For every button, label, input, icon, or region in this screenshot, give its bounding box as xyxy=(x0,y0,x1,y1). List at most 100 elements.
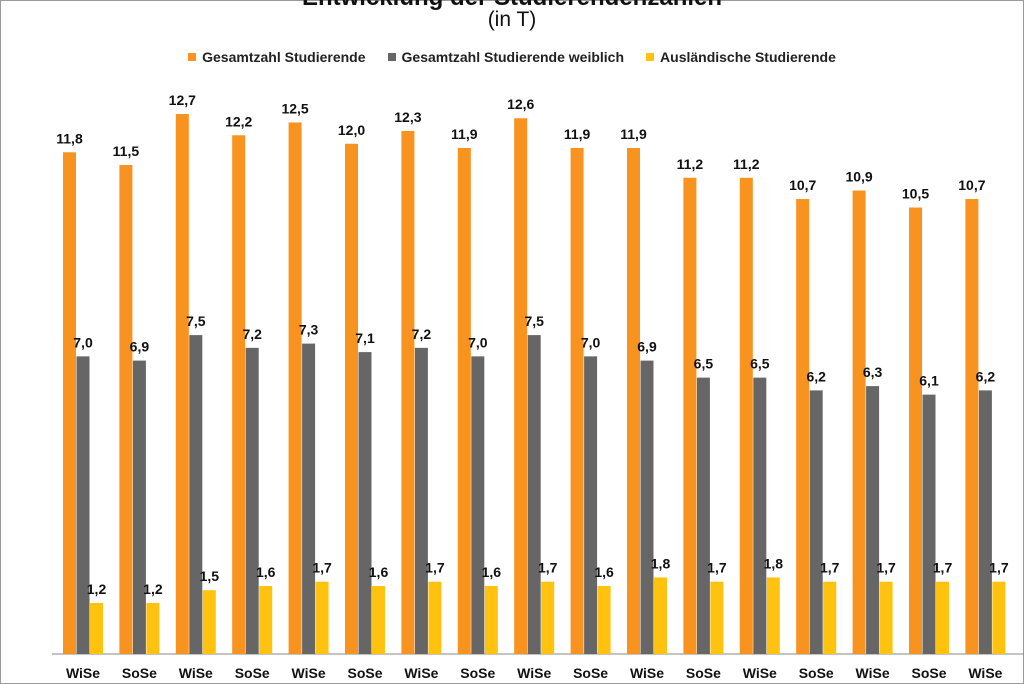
bar-female xyxy=(414,347,428,654)
data-label-total: 11,9 xyxy=(620,126,647,142)
legend-item-total: Gesamtzahl Studierende xyxy=(188,49,366,65)
bar-foreign xyxy=(146,602,160,654)
data-label-foreign: 1,7 xyxy=(538,560,558,576)
data-label-foreign: 1,6 xyxy=(369,564,389,580)
x-tick-label: SoSe xyxy=(911,665,946,681)
bar-foreign xyxy=(710,581,724,654)
bar-foreign xyxy=(879,581,893,654)
bar-female xyxy=(132,360,146,654)
bar-total xyxy=(852,190,866,655)
data-label-total: 12,2 xyxy=(225,113,252,129)
bar-total xyxy=(345,143,358,654)
x-tick-label: WiSe xyxy=(968,665,1002,681)
bar-female xyxy=(245,347,259,654)
data-label-female: 6,5 xyxy=(750,356,770,372)
bar-female xyxy=(584,356,598,654)
data-label-total: 10,9 xyxy=(845,169,872,185)
data-label-total: 11,9 xyxy=(451,126,478,142)
bar-female xyxy=(358,352,372,654)
data-label-foreign: 1,7 xyxy=(707,560,727,576)
bar-female xyxy=(471,356,485,654)
x-tick-label: SoSe xyxy=(235,665,270,681)
data-label-female: 7,0 xyxy=(581,334,601,350)
legend-label-foreign: Ausländische Studierende xyxy=(660,49,836,65)
data-label-female: 7,0 xyxy=(73,334,93,350)
legend-item-female: Gesamtzahl Studierende weiblich xyxy=(387,49,625,65)
x-tick-label: SoSe xyxy=(686,665,721,681)
bar-total xyxy=(288,122,302,654)
x-tick-label: WiSe xyxy=(66,665,100,681)
bar-female xyxy=(76,356,90,654)
legend-swatch-female xyxy=(387,53,396,61)
data-label-total: 11,8 xyxy=(56,130,83,146)
bar-total xyxy=(796,199,810,654)
bar-total xyxy=(909,207,922,655)
data-label-female: 7,3 xyxy=(299,322,319,338)
bar-total xyxy=(457,148,471,654)
bar-total xyxy=(119,165,133,654)
bar-total xyxy=(627,148,640,654)
bar-female xyxy=(809,390,823,654)
data-label-total: 10,7 xyxy=(958,177,985,193)
x-tick-label: WiSe xyxy=(856,665,890,681)
bar-female xyxy=(640,360,654,654)
bar-female xyxy=(696,377,710,654)
bar-total xyxy=(965,199,979,654)
x-tick-label: SoSe xyxy=(799,665,834,681)
bar-total xyxy=(514,118,528,655)
data-label-female: 6,5 xyxy=(694,356,714,372)
legend-swatch-foreign xyxy=(646,53,655,61)
data-label-female: 6,1 xyxy=(919,373,939,389)
x-tick-label: WiSe xyxy=(517,665,551,681)
data-label-female: 7,0 xyxy=(468,334,488,350)
bar-total xyxy=(739,177,753,654)
data-label-female: 7,2 xyxy=(242,326,262,342)
data-label-total: 12,3 xyxy=(394,109,421,125)
bar-foreign xyxy=(541,581,555,654)
legend: Gesamtzahl Studierende Gesamtzahl Studie… xyxy=(0,49,1024,65)
bar-female xyxy=(753,377,767,654)
data-label-total: 10,7 xyxy=(789,177,816,193)
legend-label-female: Gesamtzahl Studierende weiblich xyxy=(401,49,625,65)
data-label-female: 7,1 xyxy=(355,330,375,346)
x-tick-label: SoSe xyxy=(347,665,382,681)
bar-total xyxy=(683,177,697,654)
data-label-total: 10,5 xyxy=(902,186,929,202)
bar-female xyxy=(978,390,992,654)
bar-female xyxy=(922,394,936,654)
bar-total xyxy=(175,113,189,655)
x-tick-label: WiSe xyxy=(743,665,777,681)
legend-label-total: Gesamtzahl Studierende xyxy=(202,49,366,65)
bar-female xyxy=(527,335,541,654)
x-tick-label: WiSe xyxy=(292,665,326,681)
data-label-total: 11,2 xyxy=(733,156,760,172)
bar-female xyxy=(302,343,316,654)
data-label-foreign: 1,7 xyxy=(876,560,896,576)
chart-subtitle: (in T) xyxy=(487,8,537,31)
bar-foreign xyxy=(372,585,385,654)
x-tick-label: SoSe xyxy=(122,665,157,681)
data-label-foreign: 1,8 xyxy=(651,555,671,571)
data-label-foreign: 1,7 xyxy=(989,560,1009,576)
data-label-foreign: 1,7 xyxy=(820,560,840,576)
bar-foreign xyxy=(766,577,780,654)
bar-female xyxy=(866,386,880,654)
x-tick-label: SoSe xyxy=(573,665,608,681)
data-label-foreign: 1,7 xyxy=(425,560,445,576)
data-label-foreign: 1,6 xyxy=(482,564,502,580)
data-label-total: 11,9 xyxy=(564,126,591,142)
data-label-foreign: 1,6 xyxy=(594,564,614,580)
bar-foreign xyxy=(654,577,667,654)
x-tick-label: SoSe xyxy=(460,665,495,681)
data-label-total: 11,2 xyxy=(677,156,704,172)
x-tick-label: WiSe xyxy=(179,665,213,681)
legend-swatch-total xyxy=(188,53,197,61)
data-label-female: 7,5 xyxy=(186,313,206,329)
data-label-total: 12,6 xyxy=(507,96,534,112)
bar-foreign xyxy=(597,585,611,654)
x-tick-label: WiSe xyxy=(630,665,664,681)
data-label-female: 6,3 xyxy=(863,364,883,380)
chart-title: Entwicklung der Studierendenzahlen xyxy=(0,0,1024,12)
data-label-female: 6,2 xyxy=(806,368,826,384)
